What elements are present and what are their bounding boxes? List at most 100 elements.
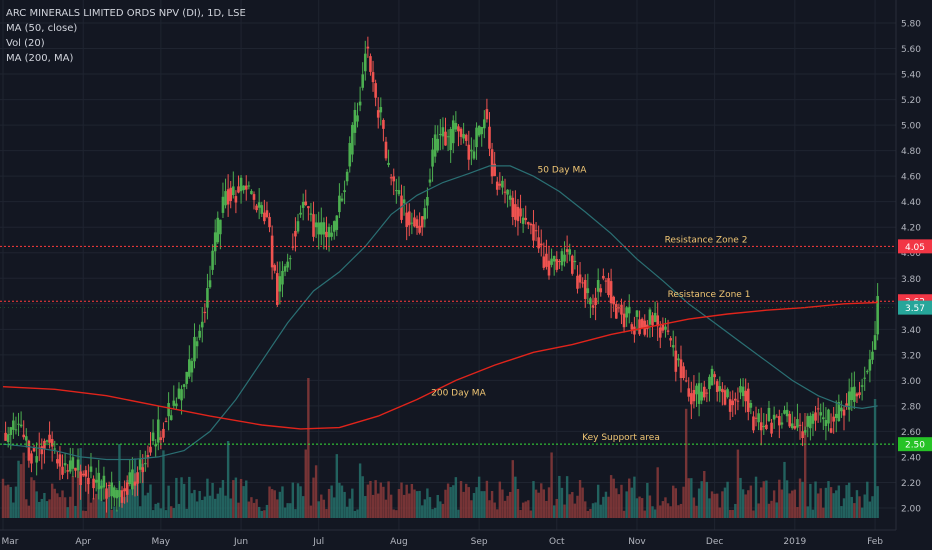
volume-bar xyxy=(426,488,429,518)
candle-body xyxy=(27,440,31,461)
volume-bar xyxy=(775,502,778,518)
candle-body xyxy=(767,407,771,422)
candle-body xyxy=(270,235,274,268)
candle-body xyxy=(384,141,388,159)
candle-body xyxy=(338,195,341,213)
volume-bar xyxy=(472,492,476,518)
volume-bar xyxy=(697,488,701,518)
volume-bar xyxy=(762,481,765,518)
candle-body xyxy=(710,368,714,386)
volume-bar xyxy=(646,482,649,518)
volume-bar xyxy=(410,483,414,518)
candle-body xyxy=(796,419,799,428)
volume-bar xyxy=(14,486,18,518)
candle-body xyxy=(472,151,476,159)
candle-body xyxy=(195,341,199,347)
candle-body xyxy=(752,416,755,431)
candle-body xyxy=(501,180,504,188)
volume-bar xyxy=(232,480,235,518)
candle-body xyxy=(110,482,113,497)
volume-bar xyxy=(809,483,812,518)
candle-body xyxy=(200,321,204,328)
candle-body xyxy=(120,490,124,503)
volume-bar xyxy=(659,505,662,518)
candle-body xyxy=(868,359,872,371)
candle-body xyxy=(692,389,696,402)
volume-bar xyxy=(395,510,398,518)
ma200-indicator-label[interactable]: MA (200, MA) xyxy=(6,53,74,64)
candle-body xyxy=(539,243,543,246)
price-tick-label: 4.60 xyxy=(901,173,921,183)
volume-bar xyxy=(208,495,212,518)
volume-bar xyxy=(348,498,351,518)
volume-bar xyxy=(571,492,574,518)
candle-body xyxy=(136,472,139,484)
volume-bar xyxy=(71,476,75,518)
candle-body xyxy=(485,109,489,120)
candle-body xyxy=(265,210,269,217)
volume-bar xyxy=(467,487,470,518)
candle-body xyxy=(446,136,450,138)
ma50-indicator-label[interactable]: MA (50, close) xyxy=(6,23,78,34)
volume-bar xyxy=(612,478,615,518)
volume-bar xyxy=(596,484,600,518)
candle-body xyxy=(568,249,572,255)
volume-bar xyxy=(529,510,533,518)
volume-bar xyxy=(333,497,336,518)
volume-bar xyxy=(716,493,719,518)
volume-bar xyxy=(819,488,822,518)
candle-body xyxy=(232,186,235,196)
candle-body xyxy=(697,383,701,404)
candle-body xyxy=(506,189,509,195)
candle-body xyxy=(268,216,271,228)
volume-bar xyxy=(462,491,465,518)
candle-body xyxy=(431,149,434,167)
candle-body xyxy=(583,279,587,299)
volume-bar xyxy=(498,481,502,518)
candle-body xyxy=(529,223,533,226)
candle-body xyxy=(477,126,481,136)
candle-body xyxy=(257,202,261,208)
volume-bar xyxy=(576,495,579,518)
candle-body xyxy=(816,408,820,410)
price-tick-label: 2.40 xyxy=(901,453,921,463)
candle-body xyxy=(581,282,584,284)
candle-body xyxy=(840,407,843,412)
volume-bar xyxy=(247,501,251,518)
volume-bar xyxy=(296,483,300,518)
volume-bar xyxy=(454,477,458,518)
volume-bar xyxy=(837,485,841,518)
volume-bar xyxy=(270,489,274,518)
volume-bar xyxy=(747,490,750,518)
volume-bar xyxy=(107,486,111,518)
volume-bar xyxy=(480,491,483,518)
price-tick-label: 4.80 xyxy=(901,147,921,157)
volume-bar xyxy=(252,502,256,518)
candle-body xyxy=(552,255,556,262)
candle-body xyxy=(765,424,768,430)
volume-bar xyxy=(858,496,861,518)
candle-body xyxy=(356,115,359,122)
candle-body xyxy=(578,274,582,283)
candle-body xyxy=(754,417,758,419)
volume-bar xyxy=(772,490,776,518)
volume-bar xyxy=(674,488,678,518)
candle-body xyxy=(576,275,579,289)
volume-bar xyxy=(317,501,320,518)
candle-body xyxy=(545,253,548,267)
candle-body xyxy=(454,122,458,130)
symbol-title[interactable]: ARC MINERALS LIMITED ORDS NPV (DI), 1D, … xyxy=(6,8,246,19)
volume-indicator-label[interactable]: Vol (20) xyxy=(6,38,45,49)
volume-bar xyxy=(123,497,126,518)
volume-bar xyxy=(167,485,170,518)
candle-body xyxy=(14,429,18,431)
candle-body xyxy=(322,222,326,235)
volume-bar xyxy=(703,471,706,518)
candle-body xyxy=(638,319,641,335)
volume-bar xyxy=(853,503,856,518)
candle-body xyxy=(855,393,859,397)
volume-bar xyxy=(314,465,318,518)
time-axis-bg xyxy=(0,530,932,550)
volume-bar xyxy=(195,501,199,518)
